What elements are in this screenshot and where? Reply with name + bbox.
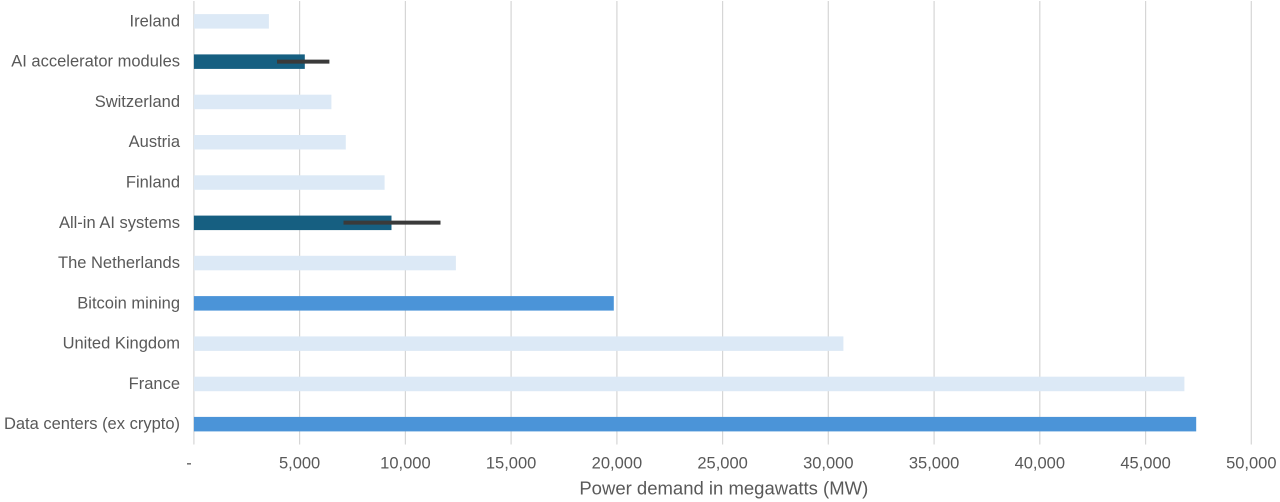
svg-text:10,000: 10,000 [380,455,430,473]
svg-text:United Kingdom: United Kingdom [63,335,180,353]
svg-text:40,000: 40,000 [1015,455,1065,473]
svg-text:25,000: 25,000 [697,455,747,473]
svg-text:-: - [186,455,192,473]
svg-text:Power demand in megawatts (MW): Power demand in megawatts (MW) [579,478,868,499]
svg-text:15,000: 15,000 [486,455,536,473]
svg-text:Ireland: Ireland [130,12,180,30]
svg-text:All-in AI systems: All-in AI systems [59,214,180,232]
svg-text:Data centers (ex crypto): Data centers (ex crypto) [4,415,180,433]
svg-text:45,000: 45,000 [1120,455,1170,473]
svg-text:20,000: 20,000 [592,455,642,473]
svg-text:Switzerland: Switzerland [95,93,180,111]
svg-text:Bitcoin mining: Bitcoin mining [77,294,180,312]
svg-text:France: France [129,375,180,393]
svg-text:50,000: 50,000 [1226,455,1276,473]
svg-text:AI accelerator modules: AI accelerator modules [11,53,180,71]
svg-text:5,000: 5,000 [279,455,320,473]
svg-text:30,000: 30,000 [803,455,853,473]
svg-text:The Netherlands: The Netherlands [58,254,180,272]
svg-text:Finland: Finland [126,174,180,192]
svg-text:35,000: 35,000 [909,455,959,473]
svg-text:Austria: Austria [129,133,181,151]
